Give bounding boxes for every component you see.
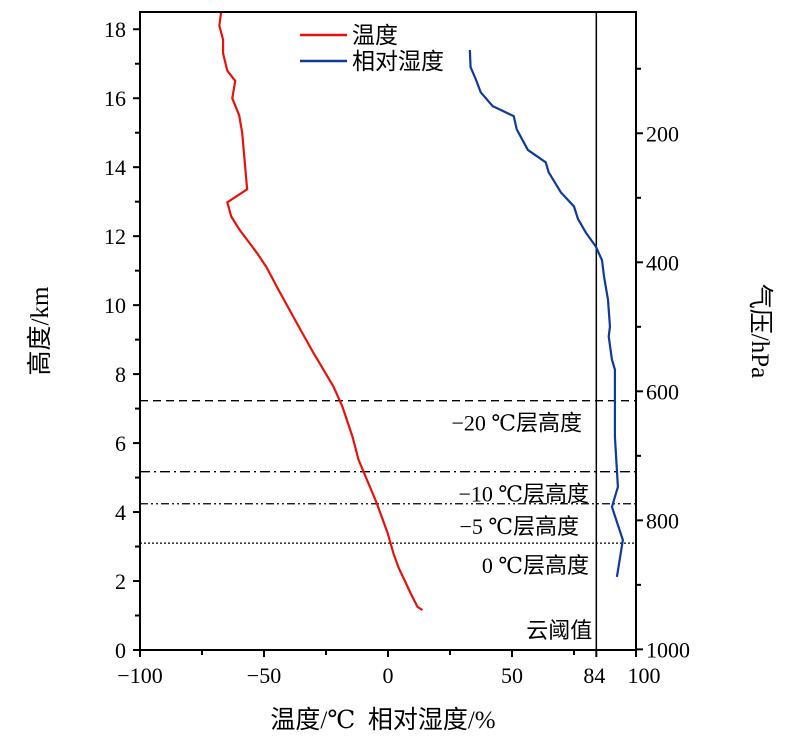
- y-axis-label: 高度/km: [26, 286, 54, 375]
- y-tick-label: 12: [104, 224, 126, 249]
- y2-tick-label: 800: [646, 508, 679, 533]
- x-tick-label: 50: [501, 663, 523, 688]
- legend-label: 相对湿度: [352, 49, 444, 74]
- x-tick-label: −100: [117, 663, 162, 688]
- y-tick-label: 2: [115, 569, 126, 594]
- y-tick-label: 16: [104, 86, 126, 111]
- x-tick-label: −50: [247, 663, 281, 688]
- y2-axis-label: 气压/hPa: [746, 284, 774, 378]
- y2-tick-label: 600: [646, 379, 679, 404]
- reference-line-label: −5 ℃层高度: [459, 514, 579, 539]
- y-tick-label: 6: [115, 431, 126, 456]
- x-axis-label: 温度/℃ 相对湿度/%: [270, 706, 495, 734]
- y2-tick-label: 400: [646, 250, 679, 275]
- y-tick-label: 18: [104, 17, 126, 42]
- reference-line-label: −10 ℃层高度: [458, 482, 589, 507]
- legend-label: 温度: [352, 23, 398, 48]
- reference-line-label: −20 ℃层高度: [451, 411, 582, 436]
- series-line-humidity: [468, 49, 624, 578]
- y-tick-label: 8: [115, 362, 126, 387]
- y2-tick-label: 200: [646, 121, 679, 146]
- x-tick-label: 100: [628, 663, 661, 688]
- cloud-threshold-label: 云阈值: [526, 618, 592, 643]
- y-tick-label: 0: [115, 638, 126, 663]
- x-tick-label: 84: [583, 663, 605, 688]
- y-tick-label: 4: [115, 500, 126, 525]
- y-tick-label: 10: [104, 293, 126, 318]
- series-line-temperature: [218, 11, 424, 611]
- y-tick-label: 14: [104, 155, 126, 180]
- y2-tick-label: 1000: [646, 637, 690, 662]
- x-tick-label: 0: [383, 663, 394, 688]
- reference-line-label: 0 ℃层高度: [482, 553, 589, 578]
